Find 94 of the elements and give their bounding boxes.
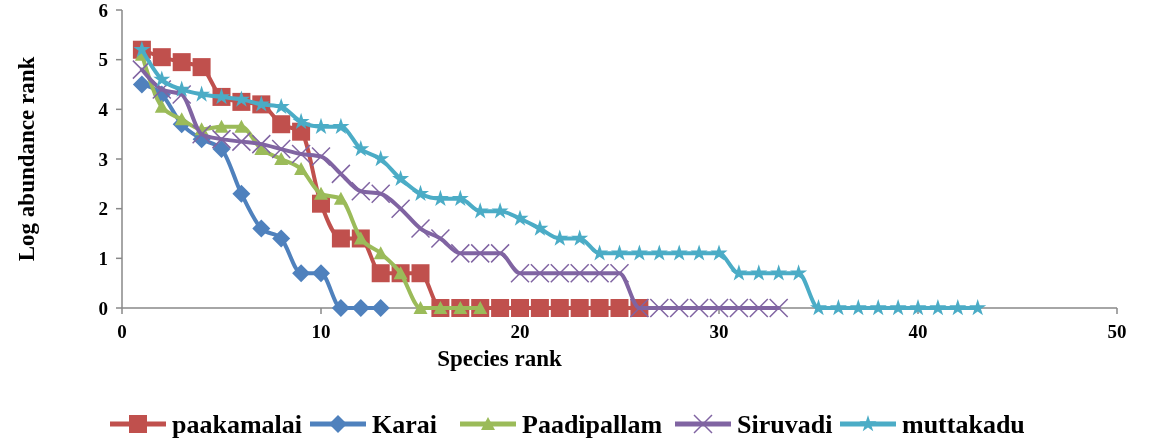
point: [132, 75, 151, 94]
point: [232, 90, 250, 107]
point: [193, 85, 211, 102]
point: [530, 299, 549, 317]
y-tick-label: 6: [98, 0, 108, 21]
point: [790, 264, 808, 281]
point: [610, 299, 629, 317]
point: [511, 299, 529, 317]
x-tick-label: 50: [1107, 321, 1127, 342]
point: [214, 119, 229, 133]
point: [294, 161, 309, 175]
x-tick-label: 0: [117, 321, 127, 342]
point: [413, 301, 428, 314]
point: [650, 244, 668, 261]
y-tick-label: 4: [98, 98, 109, 120]
point: [234, 119, 249, 133]
point: [511, 209, 529, 226]
point: [909, 299, 927, 316]
point: [132, 59, 152, 80]
point: [292, 264, 311, 283]
legend-label: Karai: [372, 410, 437, 440]
point: [154, 99, 169, 113]
point: [192, 58, 211, 77]
point: [333, 191, 348, 205]
point: [371, 299, 390, 317]
point: [312, 117, 330, 134]
legend-label: muttakadu: [902, 410, 1025, 440]
y-axis-title: Log abundance rank: [14, 56, 39, 262]
point: [849, 299, 867, 316]
y-tick-label: 3: [98, 148, 108, 170]
point: [929, 299, 947, 316]
point: [314, 186, 328, 200]
point: [352, 140, 370, 157]
point: [274, 152, 289, 165]
point: [152, 48, 171, 67]
point: [491, 299, 510, 317]
point: [172, 53, 191, 72]
x-tick-label: 40: [908, 321, 928, 342]
x-tick-label: 30: [709, 321, 729, 342]
y-tick-label: 0: [98, 297, 108, 319]
point: [212, 140, 231, 159]
point: [591, 244, 609, 261]
point: [869, 299, 887, 316]
point: [392, 169, 410, 187]
point: [292, 112, 310, 129]
legend-label: paakamalai: [172, 410, 303, 440]
point: [272, 229, 291, 248]
point: [889, 299, 907, 316]
y-tick-label: 2: [98, 198, 108, 220]
point: [331, 229, 350, 248]
point: [152, 79, 172, 100]
x-tick-label: 10: [311, 321, 331, 342]
point: [571, 229, 589, 246]
point: [411, 264, 430, 283]
point: [371, 264, 390, 283]
point: [531, 219, 549, 236]
point: [710, 244, 728, 261]
point: [232, 184, 251, 203]
point: [730, 264, 748, 281]
x-axis-title: Species rank: [437, 346, 562, 371]
point: [332, 117, 350, 134]
point: [312, 264, 330, 283]
point: [969, 299, 987, 316]
point: [271, 139, 291, 159]
y-tick-label: 1: [98, 247, 108, 269]
point: [590, 299, 609, 317]
x-tick-label: 20: [510, 321, 530, 342]
point: [373, 246, 388, 260]
legend-label: Paadipallam: [522, 410, 663, 440]
point: [809, 299, 828, 316]
point: [174, 112, 189, 126]
point: [550, 299, 569, 317]
point: [750, 264, 768, 281]
point: [829, 299, 847, 316]
point: [630, 244, 648, 261]
point: [770, 264, 788, 281]
legend-label: Siruvadi: [737, 410, 833, 440]
point: [372, 150, 390, 167]
point: [610, 244, 629, 261]
point: [949, 299, 967, 316]
point: [272, 115, 291, 134]
point: [431, 189, 449, 206]
point: [670, 244, 688, 261]
point: [690, 244, 708, 261]
point: [191, 124, 212, 144]
point: [471, 202, 489, 219]
point: [411, 184, 430, 202]
point: [252, 219, 271, 238]
point: [331, 299, 350, 317]
point: [570, 299, 589, 317]
point: [491, 202, 509, 219]
y-tick-label: 5: [98, 49, 108, 71]
point: [451, 189, 469, 206]
point: [153, 70, 171, 87]
